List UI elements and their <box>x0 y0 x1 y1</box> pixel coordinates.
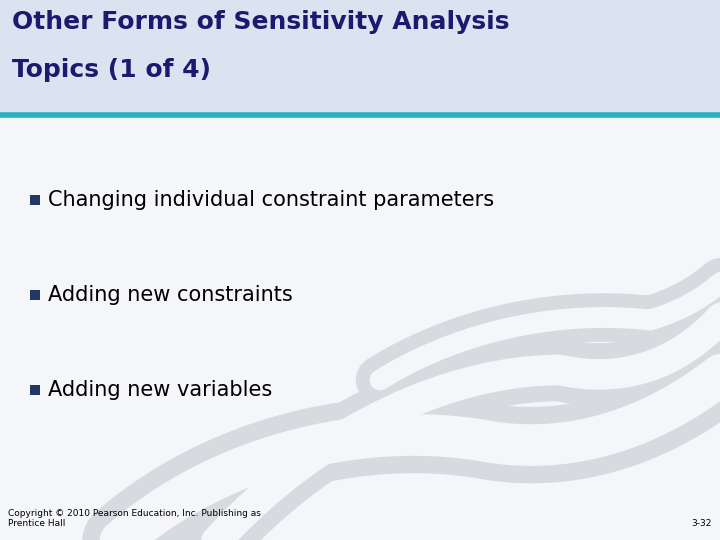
FancyBboxPatch shape <box>30 195 40 205</box>
Text: Topics (1 of 4): Topics (1 of 4) <box>12 58 211 82</box>
FancyBboxPatch shape <box>30 290 40 300</box>
Text: Adding new variables: Adding new variables <box>48 380 272 400</box>
FancyBboxPatch shape <box>30 385 40 395</box>
Text: Adding new constraints: Adding new constraints <box>48 285 293 305</box>
Text: Changing individual constraint parameters: Changing individual constraint parameter… <box>48 190 494 210</box>
Text: Other Forms of Sensitivity Analysis: Other Forms of Sensitivity Analysis <box>12 10 510 34</box>
Text: 3-32: 3-32 <box>692 519 712 528</box>
FancyBboxPatch shape <box>0 0 720 115</box>
Text: Copyright © 2010 Pearson Education, Inc. Publishing as
Prentice Hall: Copyright © 2010 Pearson Education, Inc.… <box>8 509 261 528</box>
